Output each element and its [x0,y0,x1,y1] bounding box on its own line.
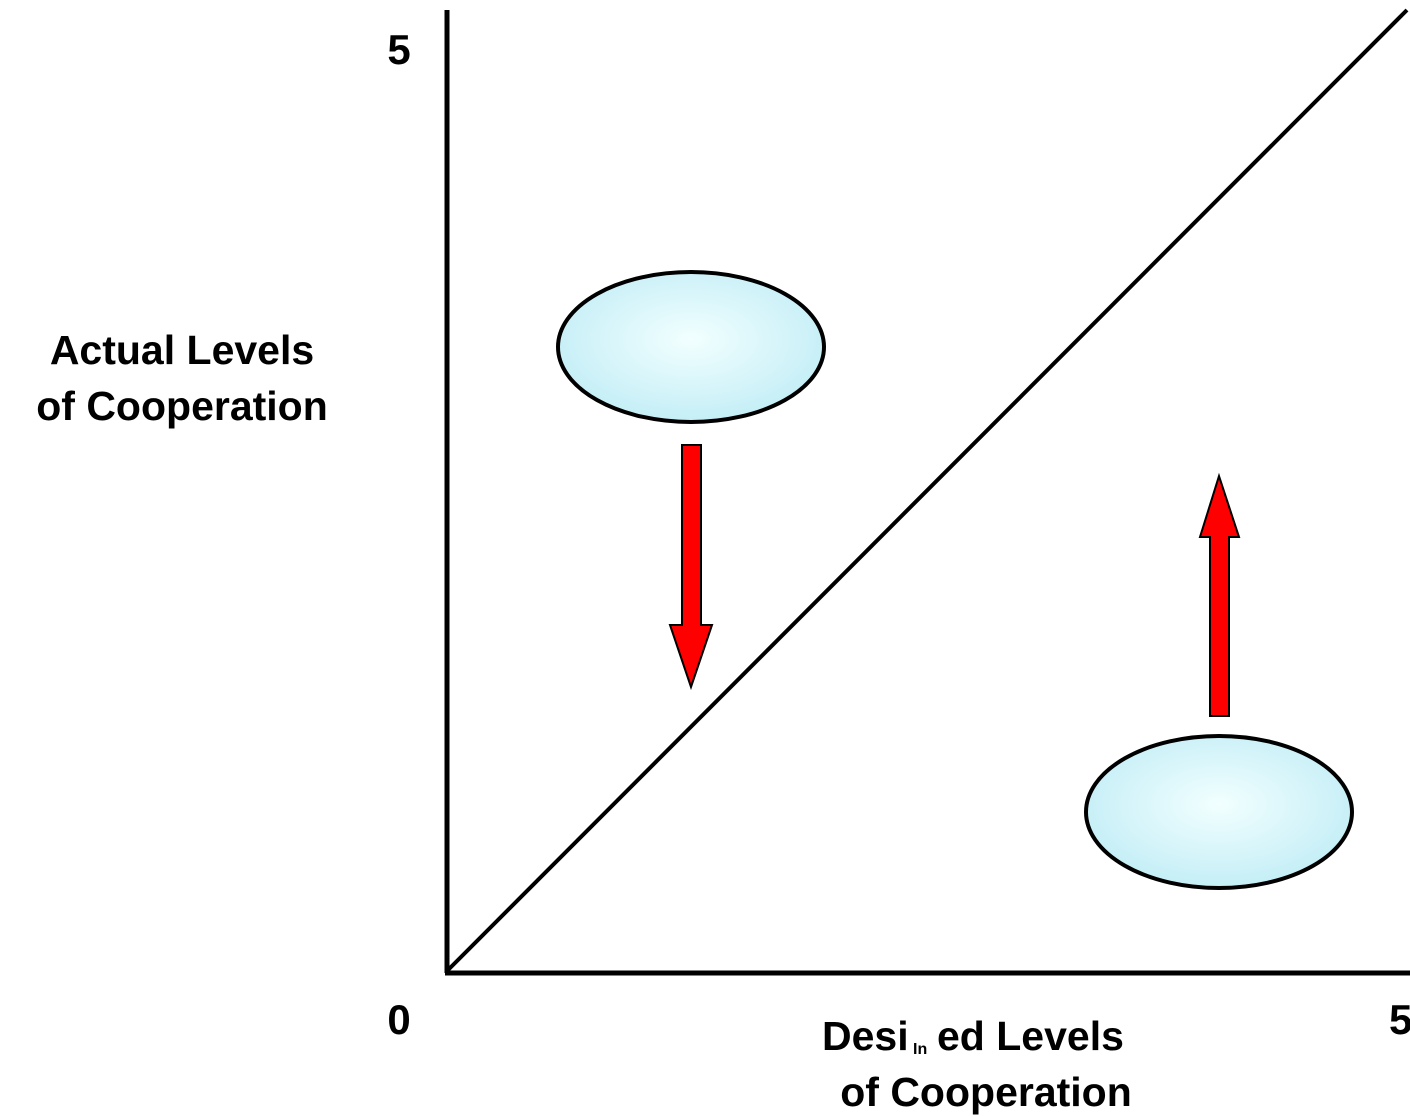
ellipse-upper-left [556,270,826,424]
y-axis-label-line2: of Cooperation [36,383,328,429]
y-axis-label-line1: Actual Levels [50,327,314,373]
x-axis-label-line1-end: ed Levels [937,1013,1124,1059]
arrow-down [668,444,714,691]
x-max-label: 5 [1389,996,1410,1043]
arrow-up [1198,472,1241,717]
overlap-artifact-text: In [913,1041,927,1058]
x-axis-label-line2: of Cooperation [840,1069,1132,1115]
y-max-label: 5 [387,26,410,73]
ellipse-lower-right [1084,734,1354,890]
x-axis-label-line1: Desi ed Levels In [822,1013,1124,1059]
diagonal-line [445,8,1409,973]
x-axis-label-line1-start: Desi [822,1013,909,1059]
origin-label: 0 [387,996,410,1043]
